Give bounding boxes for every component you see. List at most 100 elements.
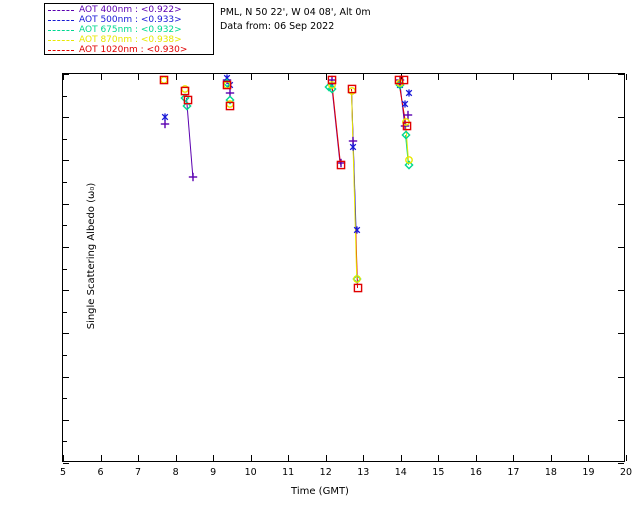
y-axis-tick xyxy=(63,376,69,378)
plot-area: 0.10.20.30.40.50.60.70.80.91.05678910111… xyxy=(60,73,632,478)
x-axis-tick-top xyxy=(100,74,102,80)
legend: AOT 400nm : <0.922> AOT 500nm : <0.933> AO… xyxy=(44,3,214,55)
y-axis-minor-tick xyxy=(63,268,67,270)
data-point-marker xyxy=(404,155,415,166)
legend-item: AOT 675nm : <0.932> xyxy=(48,25,210,35)
y-axis-tick xyxy=(63,246,69,248)
data-point-marker xyxy=(180,84,191,95)
y-axis-tick-right xyxy=(618,290,624,292)
x-axis-title: Time (GMT) xyxy=(291,486,349,497)
data-point-marker xyxy=(222,79,233,90)
x-axis-tick-label: 6 xyxy=(97,467,104,478)
series-connector-line xyxy=(351,91,358,280)
x-axis-tick xyxy=(63,455,64,461)
x-axis-tick xyxy=(138,455,140,461)
x-axis-tick xyxy=(250,455,252,461)
data-point-marker xyxy=(183,94,194,105)
data-point-marker xyxy=(224,88,235,99)
x-axis-tick-top xyxy=(626,74,627,80)
legend-label: AOT 870nm : <0.938> xyxy=(79,35,182,45)
x-axis-tick-label: 7 xyxy=(135,467,142,478)
y-axis-tick xyxy=(63,203,69,205)
x-axis-tick-label: 15 xyxy=(432,467,445,478)
x-axis-tick-label: 17 xyxy=(507,467,520,478)
x-axis-tick-label: 20 xyxy=(619,467,633,478)
y-axis-tick-right xyxy=(618,117,624,119)
series-connector-line xyxy=(185,97,194,177)
y-axis-minor-tick xyxy=(63,138,67,140)
x-axis-tick-top xyxy=(288,74,290,80)
y-axis-minor-tick xyxy=(63,182,67,184)
legend-line-swatch xyxy=(48,9,74,11)
x-axis-tick-top xyxy=(138,74,140,80)
y-axis-tick-right xyxy=(618,246,624,248)
date-subtitle: Data from: 06 Sep 2022 xyxy=(220,21,335,32)
x-axis-tick-top xyxy=(475,74,477,80)
y-axis-tick xyxy=(63,160,69,162)
legend-item: AOT 870nm : <0.938> xyxy=(48,35,210,45)
x-axis-tick-top xyxy=(63,74,64,80)
y-axis-minor-tick xyxy=(63,225,67,227)
x-axis-tick-label: 5 xyxy=(59,467,67,478)
legend-line-swatch xyxy=(48,49,74,51)
data-point-marker xyxy=(160,118,171,129)
x-axis-tick xyxy=(475,455,477,461)
y-axis-tick-right xyxy=(618,376,624,378)
legend-label: AOT 500nm : <0.933> xyxy=(79,15,182,25)
y-axis-tick xyxy=(63,333,69,335)
x-axis-tick-top xyxy=(400,74,402,80)
y-axis-tick-right xyxy=(618,160,624,162)
data-point-marker xyxy=(224,94,235,105)
legend-label: AOT 400nm : <0.922> xyxy=(79,5,182,15)
station-title: PML, N 50 22', W 04 08', Alt 0m xyxy=(220,7,371,18)
legend-line-swatch xyxy=(48,39,74,41)
y-axis-tick-right xyxy=(618,463,624,464)
y-axis-tick xyxy=(63,117,69,119)
x-axis-tick xyxy=(213,455,215,461)
x-axis-tick-top xyxy=(588,74,590,80)
y-axis-tick xyxy=(63,74,69,75)
x-axis-tick-label: 14 xyxy=(394,467,407,478)
data-point-marker xyxy=(404,88,415,99)
y-axis-tick-right xyxy=(618,74,624,75)
data-point-marker xyxy=(351,224,362,235)
x-axis-tick-label: 13 xyxy=(357,467,370,478)
x-axis-tick-label: 18 xyxy=(544,467,557,478)
data-point-marker xyxy=(222,77,233,88)
data-point-marker xyxy=(222,79,233,90)
x-axis-tick-top xyxy=(513,74,515,80)
data-point-marker xyxy=(222,75,233,86)
x-axis-tick-top xyxy=(213,74,215,80)
x-axis-tick-label: 11 xyxy=(282,467,295,478)
x-axis-tick xyxy=(513,455,515,461)
x-axis-tick xyxy=(288,455,290,461)
legend-line-swatch xyxy=(48,29,74,31)
x-axis-tick xyxy=(175,455,177,461)
y-axis-minor-tick xyxy=(63,354,67,356)
series-connector-line xyxy=(331,80,342,165)
x-axis-tick-top xyxy=(325,74,327,80)
x-axis-tick-top xyxy=(438,74,440,80)
x-axis-tick-label: 16 xyxy=(469,467,482,478)
y-axis-minor-tick xyxy=(63,441,67,443)
data-point-marker xyxy=(160,112,171,123)
y-axis-minor-tick xyxy=(63,311,67,313)
x-axis-tick-label: 19 xyxy=(582,467,595,478)
x-axis-tick-top xyxy=(250,74,252,80)
x-axis-tick-top xyxy=(363,74,365,80)
legend-line-swatch xyxy=(48,19,74,21)
data-point-marker xyxy=(353,282,364,293)
data-point-marker xyxy=(222,73,233,84)
data-point-marker xyxy=(224,79,235,90)
data-point-marker xyxy=(224,99,235,110)
legend-label: AOT 675nm : <0.932> xyxy=(79,25,182,35)
y-axis-minor-tick xyxy=(63,398,67,400)
x-axis-tick xyxy=(325,455,327,461)
y-axis-tick-right xyxy=(618,203,624,205)
x-axis-tick xyxy=(626,455,627,461)
y-axis-tick xyxy=(63,419,69,421)
chart-title-block: PML, N 50 22', W 04 08', Alt 0m Data fro… xyxy=(220,6,371,34)
series-connector-line xyxy=(405,121,410,161)
x-axis-tick xyxy=(400,455,402,461)
legend-item: AOT 500nm : <0.933> xyxy=(48,15,210,25)
